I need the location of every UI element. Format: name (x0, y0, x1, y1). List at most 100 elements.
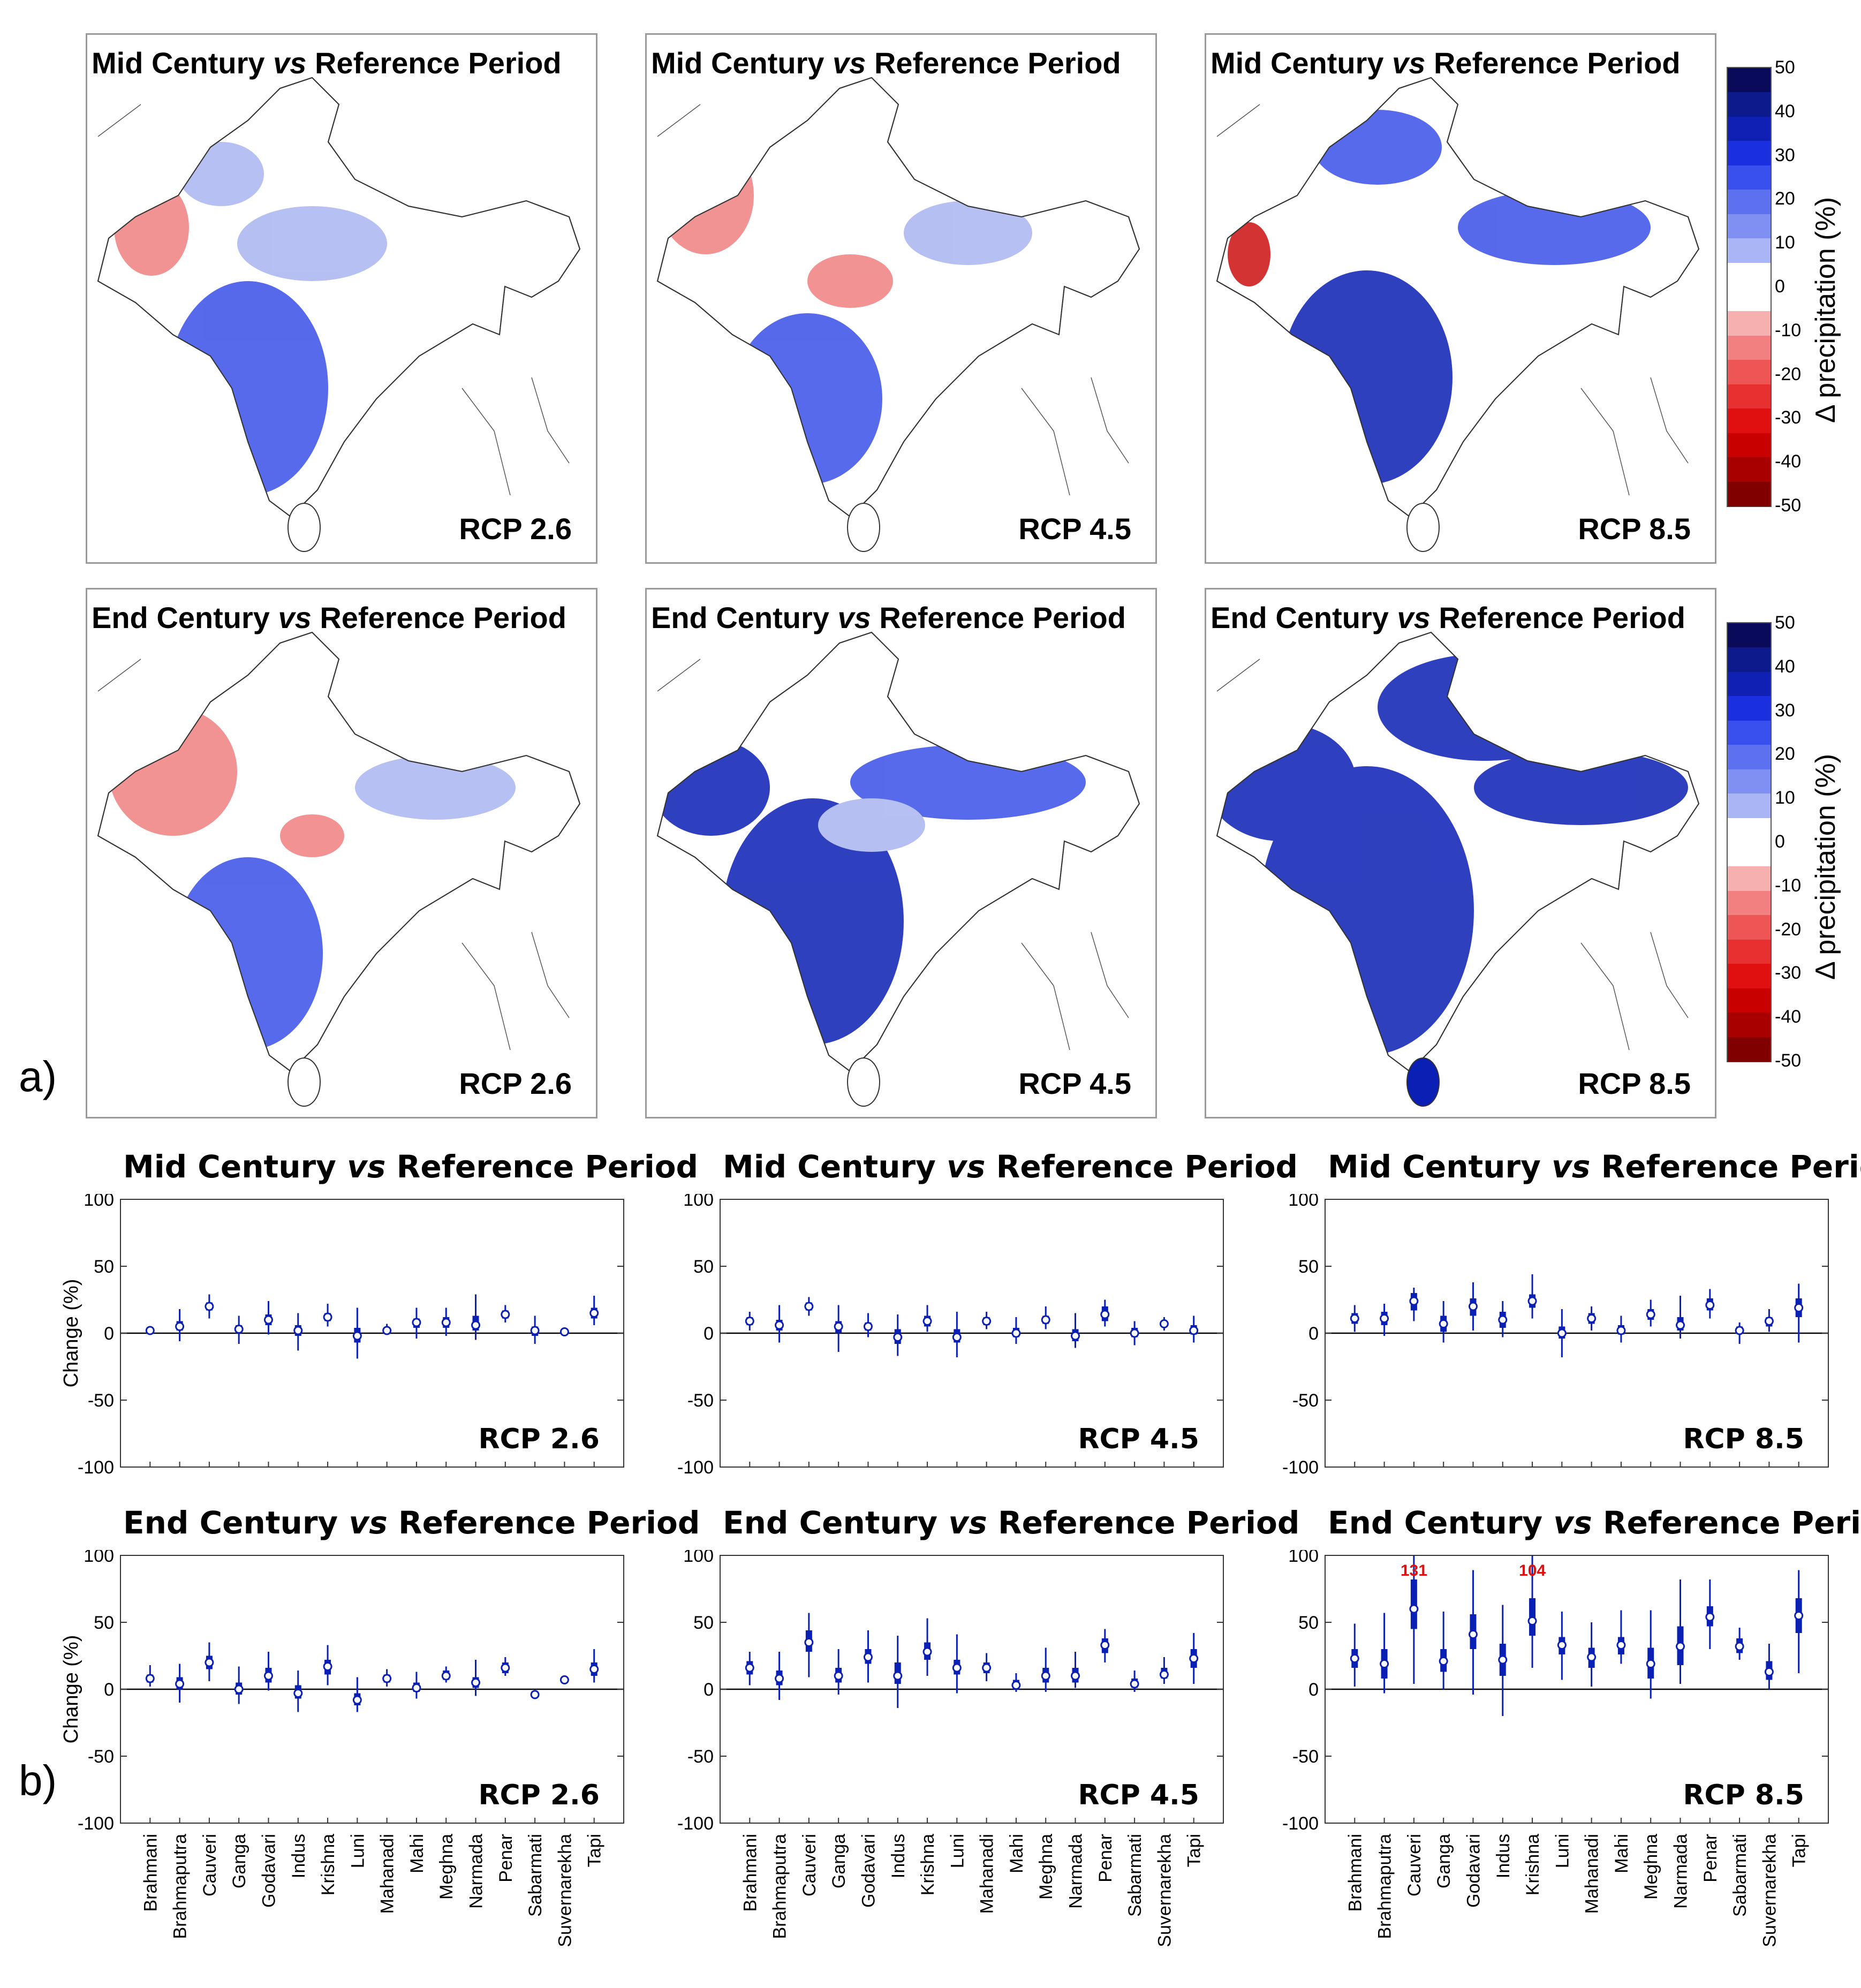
precip-region (904, 201, 1032, 265)
title-part: Reference Period (306, 46, 562, 80)
section-b-label: b) (19, 1757, 57, 1804)
median-marker (352, 1331, 362, 1341)
map-title: End Century vs Reference Period (651, 600, 1126, 635)
precipitation-map (1216, 77, 1700, 552)
median-marker (471, 1320, 481, 1330)
median-marker (382, 1674, 392, 1683)
median-marker (745, 1663, 754, 1673)
median-marker (1350, 1654, 1359, 1663)
colorbar-segment (1728, 457, 1771, 482)
median-marker (1071, 1671, 1080, 1681)
title-part: Reference Period (311, 601, 566, 634)
title-vs: vs (1552, 1148, 1591, 1185)
colorbar-segment (1728, 433, 1771, 458)
title-part: End Century (123, 1505, 349, 1541)
median-marker (922, 1647, 932, 1657)
y-tick-label: 100 (84, 1550, 114, 1566)
precip-region (173, 857, 323, 1050)
title-vs: vs (1553, 1505, 1592, 1541)
median-marker (1041, 1671, 1050, 1681)
median-marker (293, 1689, 303, 1698)
colorbar-tick-label: -40 (1775, 451, 1802, 472)
colorbar-segment (1728, 769, 1771, 795)
median-marker (1159, 1319, 1169, 1328)
country-border (97, 104, 570, 496)
median-marker (775, 1674, 784, 1683)
colorbar-tick-label: 0 (1775, 276, 1785, 297)
precip-region (732, 313, 882, 485)
y-tick-label: 50 (693, 1613, 714, 1633)
boxplot-chart: 100 50 0 -50 -100 Brahmani Brahmaputra Cauveri G… (677, 1550, 1224, 1947)
median-marker (982, 1663, 992, 1673)
x-tick-label: Penar (496, 1834, 516, 1883)
median-marker (775, 1320, 784, 1330)
x-tick-label: Penar (1700, 1834, 1721, 1883)
median-marker (1705, 1612, 1715, 1622)
colorbar-segment (1728, 647, 1771, 672)
median-marker (804, 1302, 814, 1311)
title-part: Mid Century (1328, 1148, 1552, 1185)
x-tick-label: Mahanadi (377, 1834, 398, 1914)
x-tick-label: Meghna (436, 1834, 457, 1900)
island-outline (1406, 503, 1440, 552)
precip-region (657, 137, 754, 254)
median-marker (863, 1652, 873, 1662)
title-part: Mid Century (92, 46, 274, 80)
median-marker (589, 1665, 599, 1674)
x-tick-label: Luni (947, 1834, 967, 1868)
boxplot-chart: 100 50 0 -50 -100 Brahmani Brahmaputra Cauveri G… (1282, 1550, 1829, 1947)
title-part: Reference Period (385, 1148, 699, 1185)
title-part: Reference Period (866, 46, 1121, 80)
median-marker (1468, 1630, 1478, 1639)
rcp-annotation: RCP 2.6 (478, 1779, 600, 1811)
colorbar-tick-label: -20 (1775, 919, 1802, 940)
title-vs: vs (1397, 601, 1431, 634)
x-tick-label: Tapi (1184, 1834, 1205, 1867)
x-tick-label: Tapi (1789, 1834, 1810, 1867)
median-marker (1676, 1320, 1685, 1330)
colorbar-segment (1728, 68, 1771, 93)
rcp-annotation: RCP 8.5 (1683, 1779, 1804, 1811)
colorbar-segment (1728, 988, 1771, 1014)
precip-region (1217, 723, 1356, 841)
median-marker (1100, 1641, 1110, 1650)
precip-region (237, 206, 387, 281)
y-tick-label: 0 (104, 1680, 114, 1700)
x-tick-label: Luni (1552, 1834, 1572, 1868)
median-marker (234, 1684, 244, 1694)
rcp-annotation: RCP 8.5 (1683, 1423, 1804, 1455)
rcp-label: RCP 2.6 (459, 1067, 572, 1100)
colorbar-tick-label: 0 (1775, 832, 1785, 852)
median-marker (1498, 1315, 1508, 1325)
median-marker (1498, 1655, 1508, 1665)
colorbar-segment (1728, 890, 1771, 916)
y-tick-label: 0 (1308, 1680, 1319, 1700)
precipitation-map (656, 77, 1140, 552)
colorbar-segment (1728, 214, 1771, 239)
island-outline (1406, 1057, 1440, 1107)
x-tick-label: Narmada (1671, 1834, 1691, 1909)
x-tick-label: Indus (289, 1834, 309, 1878)
map-panel: Mid Century vs Reference Period RCP 2.6 (86, 33, 597, 564)
median-marker (323, 1662, 332, 1671)
median-marker (412, 1318, 421, 1327)
median-marker (175, 1322, 185, 1331)
median-marker (1041, 1315, 1050, 1325)
box (1410, 1579, 1417, 1629)
x-tick-label: Meghna (1641, 1834, 1661, 1900)
colorbar-segment (1728, 671, 1771, 697)
colorbar-tick-label: -50 (1775, 1050, 1802, 1071)
rcp-annotation: RCP 2.6 (478, 1423, 600, 1455)
boxplot-chart: 100 50 0 -50 -100 RCP 4.5 (677, 1194, 1224, 1478)
x-tick-label: Suvernarekha (555, 1834, 575, 1947)
rcp-label: RCP 8.5 (1578, 512, 1691, 546)
boxplot-chart: 100 50 0 -50 -100 Change (%) RCP 2.6 (60, 1194, 624, 1478)
median-marker (175, 1679, 185, 1689)
median-marker (589, 1309, 599, 1318)
median-marker (263, 1315, 273, 1325)
title-part: Reference Period (387, 1505, 700, 1541)
colorbar-segment (1728, 745, 1771, 770)
median-marker (745, 1317, 754, 1326)
map-panel: End Century vs Reference Period RCP 8.5 (1205, 588, 1716, 1118)
rcp-annotation: RCP 4.5 (1078, 1423, 1199, 1455)
